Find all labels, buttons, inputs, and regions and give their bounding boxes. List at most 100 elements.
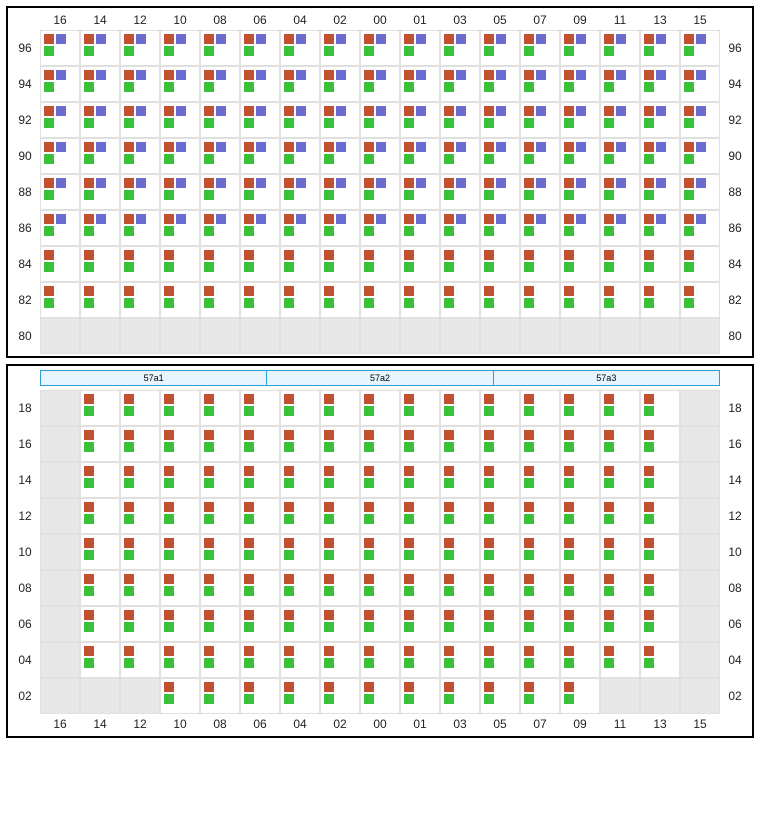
- grid-cell[interactable]: [400, 210, 440, 246]
- grid-cell[interactable]: [320, 390, 360, 426]
- grid-cell[interactable]: [240, 678, 280, 714]
- grid-cell[interactable]: [240, 570, 280, 606]
- grid-cell[interactable]: [40, 426, 80, 462]
- grid-cell[interactable]: [360, 462, 400, 498]
- grid-cell[interactable]: [240, 642, 280, 678]
- grid-cell[interactable]: [520, 282, 560, 318]
- grid-cell[interactable]: [480, 174, 520, 210]
- grid-cell[interactable]: [280, 462, 320, 498]
- grid-cell[interactable]: [40, 318, 80, 354]
- grid-cell[interactable]: [520, 642, 560, 678]
- grid-cell[interactable]: [440, 210, 480, 246]
- grid-cell[interactable]: [480, 30, 520, 66]
- grid-cell[interactable]: [600, 678, 640, 714]
- grid-cell[interactable]: [40, 138, 80, 174]
- grid-cell[interactable]: [640, 30, 680, 66]
- grid-cell[interactable]: [440, 102, 480, 138]
- grid-cell[interactable]: [400, 66, 440, 102]
- grid-cell[interactable]: [80, 390, 120, 426]
- grid-cell[interactable]: [200, 534, 240, 570]
- grid-cell[interactable]: [80, 462, 120, 498]
- grid-cell[interactable]: [440, 426, 480, 462]
- grid-cell[interactable]: [80, 246, 120, 282]
- grid-cell[interactable]: [200, 66, 240, 102]
- grid-cell[interactable]: [400, 30, 440, 66]
- grid-cell[interactable]: [160, 606, 200, 642]
- grid-cell[interactable]: [680, 606, 720, 642]
- grid-cell[interactable]: [120, 318, 160, 354]
- grid-cell[interactable]: [80, 282, 120, 318]
- grid-cell[interactable]: [160, 30, 200, 66]
- grid-cell[interactable]: [240, 30, 280, 66]
- grid-cell[interactable]: [600, 30, 640, 66]
- grid-cell[interactable]: [320, 174, 360, 210]
- grid-cell[interactable]: [440, 642, 480, 678]
- grid-cell[interactable]: [280, 30, 320, 66]
- grid-cell[interactable]: [600, 318, 640, 354]
- grid-cell[interactable]: [600, 606, 640, 642]
- grid-cell[interactable]: [80, 498, 120, 534]
- grid-cell[interactable]: [240, 66, 280, 102]
- grid-cell[interactable]: [560, 66, 600, 102]
- grid-cell[interactable]: [200, 462, 240, 498]
- grid-cell[interactable]: [40, 570, 80, 606]
- grid-cell[interactable]: [560, 570, 600, 606]
- grid-cell[interactable]: [600, 462, 640, 498]
- grid-cell[interactable]: [400, 570, 440, 606]
- grid-cell[interactable]: [200, 426, 240, 462]
- grid-cell[interactable]: [120, 102, 160, 138]
- grid-cell[interactable]: [360, 498, 400, 534]
- grid-cell[interactable]: [400, 606, 440, 642]
- grid-cell[interactable]: [120, 282, 160, 318]
- grid-cell[interactable]: [600, 210, 640, 246]
- grid-cell[interactable]: [680, 102, 720, 138]
- grid-cell[interactable]: [360, 282, 400, 318]
- grid-cell[interactable]: [560, 462, 600, 498]
- grid-cell[interactable]: [360, 318, 400, 354]
- grid-cell[interactable]: [80, 66, 120, 102]
- grid-cell[interactable]: [400, 426, 440, 462]
- grid-cell[interactable]: [680, 66, 720, 102]
- grid-cell[interactable]: [160, 66, 200, 102]
- grid-cell[interactable]: [80, 426, 120, 462]
- grid-cell[interactable]: [320, 642, 360, 678]
- grid-cell[interactable]: [200, 246, 240, 282]
- grid-cell[interactable]: [680, 534, 720, 570]
- grid-cell[interactable]: [640, 102, 680, 138]
- grid-cell[interactable]: [320, 426, 360, 462]
- grid-cell[interactable]: [480, 390, 520, 426]
- grid-cell[interactable]: [120, 570, 160, 606]
- grid-cell[interactable]: [160, 462, 200, 498]
- section-segment[interactable]: 57a1: [41, 371, 267, 385]
- grid-cell[interactable]: [40, 606, 80, 642]
- grid-cell[interactable]: [40, 390, 80, 426]
- grid-cell[interactable]: [440, 174, 480, 210]
- grid-cell[interactable]: [680, 210, 720, 246]
- grid-cell[interactable]: [320, 102, 360, 138]
- grid-cell[interactable]: [480, 318, 520, 354]
- grid-cell[interactable]: [400, 462, 440, 498]
- grid-cell[interactable]: [360, 642, 400, 678]
- grid-cell[interactable]: [120, 66, 160, 102]
- grid-cell[interactable]: [680, 498, 720, 534]
- grid-cell[interactable]: [520, 102, 560, 138]
- grid-cell[interactable]: [320, 246, 360, 282]
- grid-cell[interactable]: [320, 138, 360, 174]
- grid-cell[interactable]: [120, 138, 160, 174]
- grid-cell[interactable]: [240, 174, 280, 210]
- grid-cell[interactable]: [520, 534, 560, 570]
- grid-cell[interactable]: [360, 426, 400, 462]
- grid-cell[interactable]: [520, 498, 560, 534]
- grid-cell[interactable]: [120, 210, 160, 246]
- grid-cell[interactable]: [360, 66, 400, 102]
- grid-cell[interactable]: [280, 102, 320, 138]
- grid-cell[interactable]: [400, 498, 440, 534]
- grid-cell[interactable]: [320, 534, 360, 570]
- grid-cell[interactable]: [480, 246, 520, 282]
- grid-cell[interactable]: [240, 498, 280, 534]
- grid-cell[interactable]: [520, 390, 560, 426]
- grid-cell[interactable]: [320, 318, 360, 354]
- grid-cell[interactable]: [160, 390, 200, 426]
- grid-cell[interactable]: [40, 210, 80, 246]
- grid-cell[interactable]: [320, 30, 360, 66]
